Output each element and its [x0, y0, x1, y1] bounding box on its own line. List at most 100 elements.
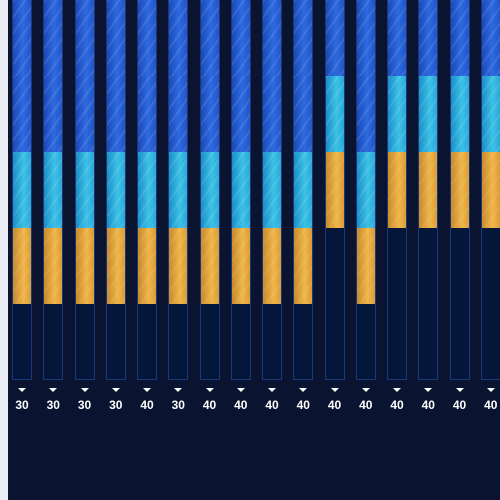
- blue-segment: [138, 0, 156, 76]
- meter-bar: [12, 0, 32, 380]
- meter-bar: [293, 0, 314, 380]
- column-value-label: 40: [484, 398, 498, 412]
- meter-bar: [324, 0, 345, 380]
- triangle-down-icon: [361, 388, 370, 392]
- blue-segment: [419, 0, 438, 76]
- triangle-down-icon: [486, 388, 495, 392]
- blue-segment: [13, 0, 31, 76]
- triangle-down-icon: [18, 388, 26, 392]
- column-value-label: 40: [359, 398, 373, 412]
- cyan-segment: [450, 76, 469, 152]
- blue-segment: [106, 0, 125, 76]
- blue-segment: [75, 0, 94, 76]
- column-value-label: 40: [327, 398, 342, 412]
- gold-segment: [325, 152, 344, 228]
- blue-segment: [356, 76, 375, 152]
- meter-bar: [199, 0, 220, 380]
- meter-column[interactable]: 30: [105, 0, 126, 500]
- meter-bar: [168, 0, 189, 380]
- gold-segment: [75, 228, 94, 304]
- triangle-down-icon: [205, 388, 214, 392]
- column-value-label: 30: [171, 398, 185, 412]
- column-value-label: 40: [421, 398, 435, 412]
- meter-column[interactable]: 40: [418, 0, 439, 500]
- meter-column[interactable]: 40: [137, 0, 157, 500]
- blue-segment: [200, 76, 219, 152]
- meter-bar: [137, 0, 157, 380]
- triangle-down-icon: [111, 388, 120, 392]
- meter-bar: [387, 0, 407, 380]
- meter-bar: [43, 0, 64, 380]
- meter-bar: [418, 0, 439, 380]
- meter-bar: [449, 0, 470, 380]
- cyan-segment: [44, 152, 63, 228]
- blue-segment: [169, 76, 188, 152]
- column-value-label: 30: [77, 398, 92, 412]
- meter-bar: [262, 0, 282, 380]
- column-value-label: 40: [452, 398, 467, 412]
- column-value-label: 30: [109, 398, 123, 412]
- meter-column[interactable]: 40: [262, 0, 282, 500]
- meter-column[interactable]: 40: [230, 0, 251, 500]
- gold-segment: [294, 228, 313, 304]
- meter-column[interactable]: 40: [293, 0, 314, 500]
- column-value-label: 40: [234, 398, 248, 412]
- gold-segment: [44, 228, 63, 304]
- meter-column[interactable]: 40: [480, 0, 500, 500]
- blue-segment: [200, 0, 219, 76]
- triangle-down-icon: [236, 388, 245, 392]
- gold-segment: [356, 228, 375, 304]
- blue-segment: [231, 76, 250, 152]
- triangle-down-icon: [330, 388, 339, 392]
- blue-segment: [44, 76, 63, 152]
- blue-segment: [44, 0, 63, 76]
- triangle-down-icon: [393, 388, 401, 392]
- cyan-segment: [200, 152, 219, 228]
- cyan-segment: [263, 152, 281, 228]
- gold-segment: [388, 152, 406, 228]
- blue-segment: [294, 76, 313, 152]
- blue-segment: [263, 76, 281, 152]
- cyan-segment: [231, 152, 250, 228]
- blue-segment: [388, 0, 406, 76]
- meter-column[interactable]: 40: [324, 0, 345, 500]
- triangle-down-icon: [143, 388, 151, 392]
- cyan-segment: [106, 152, 125, 228]
- gold-segment: [481, 152, 500, 228]
- triangle-down-icon: [80, 388, 89, 392]
- meter-column[interactable]: 40: [387, 0, 407, 500]
- column-value-label: 40: [202, 398, 217, 412]
- triangle-down-icon: [455, 388, 464, 392]
- level-meter-columns: 30 30 30 30 40 30 40 40 40 40 40 40 40 40 40 40: [12, 0, 500, 500]
- column-value-label: 40: [265, 398, 279, 412]
- gold-segment: [419, 152, 438, 228]
- blue-segment: [169, 0, 188, 76]
- blue-segment: [263, 0, 281, 76]
- triangle-down-icon: [299, 388, 308, 392]
- meter-column[interactable]: 30: [12, 0, 32, 500]
- column-value-label: 30: [15, 398, 29, 412]
- cyan-segment: [325, 76, 344, 152]
- meter-column[interactable]: 40: [449, 0, 470, 500]
- meter-column[interactable]: 40: [199, 0, 220, 500]
- meter-bar: [480, 0, 500, 380]
- blue-segment: [294, 0, 313, 76]
- blue-segment: [231, 0, 250, 76]
- gold-segment: [169, 228, 188, 304]
- meter-bar: [355, 0, 376, 380]
- cyan-segment: [388, 76, 406, 152]
- cyan-segment: [13, 152, 31, 228]
- meter-column[interactable]: 40: [355, 0, 376, 500]
- triangle-down-icon: [174, 388, 183, 392]
- meter-column[interactable]: 30: [43, 0, 64, 500]
- triangle-down-icon: [268, 388, 276, 392]
- gold-segment: [138, 228, 156, 304]
- meter-column[interactable]: 30: [74, 0, 95, 500]
- meter-column[interactable]: 30: [168, 0, 189, 500]
- column-value-label: 40: [296, 398, 310, 412]
- window-edge: [0, 0, 8, 500]
- blue-segment: [356, 0, 375, 76]
- gold-segment: [450, 152, 469, 228]
- cyan-segment: [75, 152, 94, 228]
